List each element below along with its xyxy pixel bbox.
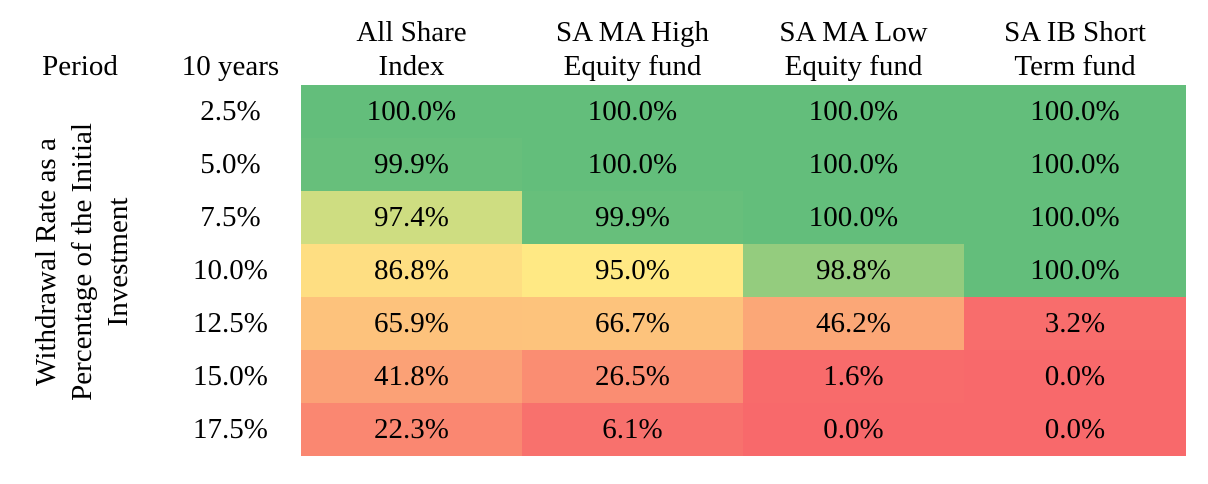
heatmap-cell: 100.0%: [522, 85, 743, 138]
heatmap-cell: 66.7%: [522, 297, 743, 350]
heatmap-cell: 100.0%: [964, 85, 1186, 138]
heatmap-cell: 100.0%: [964, 191, 1186, 244]
row-label: 5.0%: [200, 148, 261, 180]
heatmap-cell: 1.6%: [743, 350, 964, 403]
heatmap-cell: 3.2%: [964, 297, 1186, 350]
heatmap-cell: 99.9%: [522, 191, 743, 244]
heatmap-cell: 98.8%: [743, 244, 964, 297]
row-label: 7.5%: [200, 201, 261, 233]
heatmap-cell: 99.9%: [301, 138, 522, 191]
heatmap-cell: 97.4%: [301, 191, 522, 244]
heatmap-cell: 0.0%: [964, 403, 1186, 456]
heatmap-cell: 100.0%: [522, 138, 743, 191]
y-axis-label-line-2: Percentage of the Initial: [66, 123, 98, 401]
heatmap-cell: 100.0%: [743, 85, 964, 138]
heatmap-cell: 95.0%: [522, 244, 743, 297]
heatmap-cell: 100.0%: [743, 191, 964, 244]
y-axis-label-line-3: Investment: [102, 197, 134, 327]
heatmap-cell: 22.3%: [301, 403, 522, 456]
heatmap-cell: 86.8%: [301, 244, 522, 297]
column-header-sa-ma-high-equity: SA MA High Equity fund: [555, 16, 710, 82]
heatmap-cell: 26.5%: [522, 350, 743, 403]
column-header-sa-ib-short-term: SA IB Short Term fund: [1004, 16, 1146, 82]
column-header-all-share-index: All Share Index: [356, 16, 467, 82]
heatmap-cell: 0.0%: [964, 350, 1186, 403]
row-label: 15.0%: [193, 360, 268, 392]
corner-label: Period: [42, 50, 118, 82]
heatmap-cell: 100.0%: [964, 138, 1186, 191]
heatmap-cell: 100.0%: [301, 85, 522, 138]
y-axis-label-line-1: Withdrawal Rate as a: [30, 138, 62, 386]
heatmap-cell: 65.9%: [301, 297, 522, 350]
heatmap-cell: 46.2%: [743, 297, 964, 350]
row-header-label: 10 years: [181, 50, 280, 82]
row-label: 10.0%: [193, 254, 268, 286]
heatmap-cell: 6.1%: [522, 403, 743, 456]
row-label: 2.5%: [200, 95, 261, 127]
row-label: 12.5%: [193, 307, 268, 339]
row-label: 17.5%: [193, 413, 268, 445]
heatmap-cell: 0.0%: [743, 403, 964, 456]
heatmap-cell: 100.0%: [964, 244, 1186, 297]
column-header-sa-ma-low-equity: SA MA Low Equity fund: [779, 16, 928, 82]
heatmap-cell: 100.0%: [743, 138, 964, 191]
heatmap-cell: 41.8%: [301, 350, 522, 403]
